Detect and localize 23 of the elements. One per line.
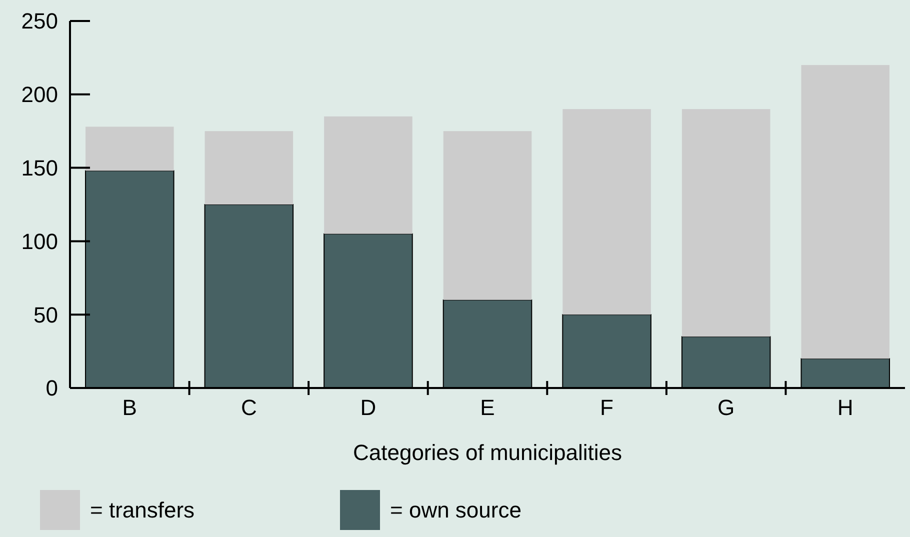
bar [204,131,294,204]
bar [801,65,890,359]
y-tick-label: 50 [34,302,58,328]
x-tick-label: H [837,395,854,420]
legend-label: = transfers [90,498,195,523]
legend-label: = own source [390,498,522,523]
bar [443,131,532,300]
x-tick-label: C [240,395,257,420]
y-tick-label: 100 [21,228,58,254]
x-axis-title: Categories of municipalities [352,440,622,465]
bar [562,109,651,315]
x-tick-label: B [122,395,137,420]
y-tick-label: 250 [21,8,58,34]
y-tick-label: 200 [21,82,58,108]
x-tick-label: G [718,395,735,420]
bar [324,116,412,234]
bar [682,109,770,337]
x-tick-label: E [480,395,495,420]
y-tick-label: 150 [21,156,58,180]
bar [86,126,174,171]
x-tick-label: F [600,395,614,420]
x-tick-label: D [360,395,376,420]
y-tick-label: 0 [46,376,58,401]
